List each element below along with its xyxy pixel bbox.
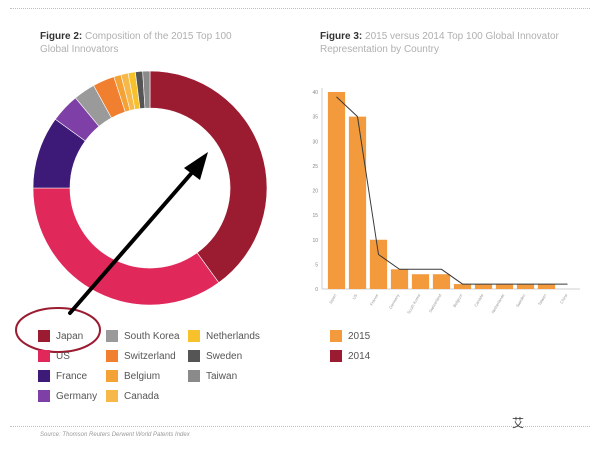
legend-item-2014: 2014 [330, 350, 370, 362]
figure3-title-line2: Representation by Country [320, 44, 439, 55]
bar-2015-switzerland [432, 274, 451, 289]
bar-2015-france [369, 239, 388, 289]
y-tick-label: 15 [312, 213, 318, 219]
bar-2015-south-korea [411, 274, 430, 289]
legend-swatch-2014 [330, 350, 342, 362]
bar-2015-netherlands [495, 284, 514, 289]
donut-slice-us [32, 187, 220, 306]
legend-item-2015: 2015 [330, 330, 370, 342]
x-tick-label-switzerland: Switzerland [428, 293, 443, 313]
y-tick-label: 30 [312, 139, 318, 145]
x-tick-label-belgium: Belgium [452, 292, 464, 308]
y-tick-label: 5 [315, 262, 318, 268]
legend-label-germany: Germany [56, 390, 98, 402]
x-tick-label-china: China [559, 292, 569, 304]
legend-item-switzerland: Switzerland [106, 350, 176, 362]
legend-item-south-korea: South Korea [106, 330, 180, 342]
legend-label-japan: Japan [56, 330, 84, 342]
legend-item-france: France [38, 370, 87, 382]
y-tick-label: 40 [312, 90, 318, 96]
donut-slice-taiwan [142, 70, 151, 109]
annotation-arrow-head [184, 152, 208, 180]
x-tick-label-germany: Germany [388, 293, 401, 310]
bottom-divider [10, 426, 590, 427]
legend-swatch-netherlands [188, 330, 200, 342]
bar-2015-japan [327, 92, 346, 289]
y-tick-label: 20 [312, 189, 318, 195]
x-tick-label-sweden: Sweden [515, 293, 527, 308]
legend-label-sweden: Sweden [206, 350, 243, 362]
legend-label-netherlands: Netherlands [206, 330, 260, 342]
figure2-title-line1: Composition of the 2015 Top 100 [85, 31, 232, 42]
bar-2015-germany [390, 269, 409, 289]
legend-label-taiwan: Taiwan [206, 370, 238, 382]
legend-label-2014: 2014 [348, 350, 371, 362]
legend-item-germany: Germany [38, 390, 97, 402]
legend-item-canada: Canada [106, 390, 159, 402]
legend-label-canada: Canada [124, 390, 160, 402]
annotation-arrow-line [68, 166, 198, 315]
figure2-prefix: Figure 2: [40, 31, 83, 42]
legend-item-sweden: Sweden [188, 350, 242, 362]
x-tick-label-netherlands: Netherlands [490, 293, 505, 314]
watermark-text: 艾 [512, 416, 526, 430]
legend-swatch-switzerland [106, 350, 118, 362]
bar-2015-belgium [453, 284, 472, 289]
figure3-title-line1: 2015 versus 2014 Top 100 Global Innovato… [365, 31, 559, 42]
legend-swatch-taiwan [188, 370, 200, 382]
y-tick-label: 10 [312, 238, 318, 244]
legend-label-france: France [56, 370, 88, 382]
x-tick-label-taiwan: Taiwan [537, 293, 548, 306]
x-tick-label-south-korea: South Korea [406, 292, 422, 314]
legend-item-belgium: Belgium [106, 370, 160, 382]
donut-slice-japan [149, 70, 268, 284]
bar-2015-sweden [516, 284, 535, 289]
legend-item-japan: Japan [38, 330, 83, 342]
legend-swatch-south-korea [106, 330, 118, 342]
line-2014 [336, 96, 568, 285]
legend-swatch-canada [106, 390, 118, 402]
legend-label-2015: 2015 [348, 330, 371, 342]
top-divider [10, 8, 590, 9]
x-tick-label-france: France [369, 292, 380, 306]
figure2-title: Figure 2: Composition of the 2015 Top 10… [40, 30, 290, 56]
source-note: Source: Thomson Reuters Derwent World Pa… [40, 432, 190, 438]
legend-swatch-germany [38, 390, 50, 402]
figure2-title-line2: Global Innovators [40, 44, 119, 55]
legend-label-switzerland: Switzerland [124, 350, 176, 362]
legend-label-us: US [56, 350, 70, 362]
legend-swatch-us [38, 350, 50, 362]
x-tick-label-us: US [351, 293, 358, 301]
legend-swatch-sweden [188, 350, 200, 362]
figure3-prefix: Figure 3: [320, 31, 363, 42]
bar-2015-canada [474, 284, 493, 289]
y-tick-label: 25 [312, 164, 318, 170]
figure3-title: Figure 3: 2015 versus 2014 Top 100 Globa… [320, 30, 580, 56]
legend-label-belgium: Belgium [124, 370, 161, 382]
japan-highlight-ellipse [15, 307, 101, 353]
bar-2015-us [348, 116, 367, 289]
legend-label-south-korea: South Korea [124, 330, 180, 342]
x-tick-label-canada: Canada [473, 292, 485, 307]
x-tick-label-japan: Japan [328, 293, 338, 305]
bar-2015-taiwan [537, 284, 556, 289]
legend-swatch-belgium [106, 370, 118, 382]
legend-swatch-france [38, 370, 50, 382]
legend-item-netherlands: Netherlands [188, 330, 260, 342]
legend-swatch-2015 [330, 330, 342, 342]
legend-item-taiwan: Taiwan [188, 370, 237, 382]
y-tick-label: 0 [315, 287, 318, 293]
y-tick-label: 35 [312, 115, 318, 121]
legend-item-us: US [38, 350, 70, 362]
legend-swatch-japan [38, 330, 50, 342]
